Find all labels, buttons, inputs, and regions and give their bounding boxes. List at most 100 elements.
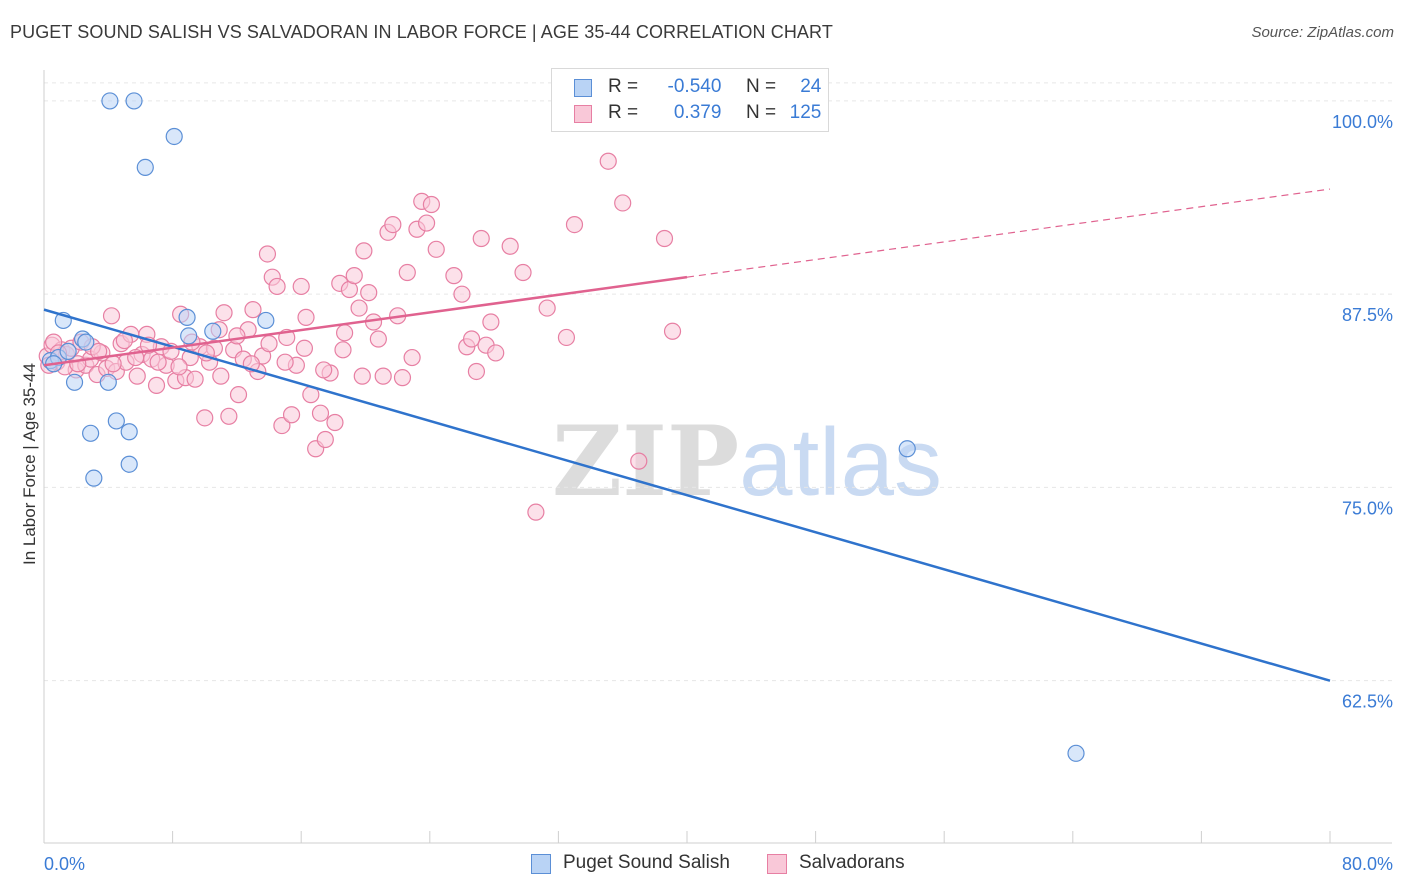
trend-lines [43,188,1331,682]
legend-n-label: N = [745,102,777,123]
salvadoran-point [453,285,471,303]
axes [43,70,1392,844]
salvadoran-point [538,299,556,317]
legend-swatch-blue [574,79,592,97]
legend-r-value: 0.379 [673,102,722,123]
salvadoran-point [467,362,486,381]
salvadoran-point [345,267,363,285]
salvadoran-point [212,367,230,385]
salvadoran-point [630,452,648,470]
salvadoran-point [260,335,278,353]
salvadoran-point [527,503,545,521]
salvadoran-point [244,301,262,319]
salvadoran-point [102,307,121,325]
salvadoran-point [417,214,436,232]
salvadoran-point [326,413,344,432]
salvadoran-point [369,330,387,348]
grid-lines [44,82,1392,682]
salvadoran-point [228,327,246,345]
salvadoran-point [311,404,330,422]
puget-point [101,92,119,110]
puget-point [82,424,100,442]
y-tick-label: 75.0% [1342,498,1393,518]
salvadoran-point [334,341,352,359]
salvadoran-point [557,328,576,347]
salvadoran-point [355,242,373,260]
legend-r-label: R = [608,76,639,97]
salvadoran-point [336,324,354,342]
salvadoran-point [147,376,166,394]
legend-swatch-pink [574,105,592,123]
salvadoran-point [445,267,463,285]
watermark-atlas: atlas [739,409,942,516]
puget-point [1067,744,1085,762]
salvadoran-point [655,229,674,248]
puget-point [898,440,916,458]
x-tick-label-max: 80.0% [1342,854,1393,874]
x-tick-label-min: 0.0% [44,854,85,874]
data-points [38,92,1085,762]
puget-point [85,469,103,487]
salvadoran-point [422,195,441,214]
salvadoran-point [514,263,532,282]
puget-point [136,158,154,176]
y-tick-label: 100.0% [1332,112,1393,132]
salvadoran-point [186,370,204,388]
tick-labels: 62.5% 75.0% 87.5% 100.0% 0.0% 80.0% [44,112,1393,874]
puget-point [257,311,275,330]
bottom-legend-label-salvadoran: Salvadorans [799,852,905,873]
salvadoran-point [292,277,310,296]
y-tick-label: 87.5% [1342,305,1393,325]
puget-trend-line [43,308,1331,682]
puget-point [77,333,95,351]
watermark: ZIPatlas [552,405,942,518]
legend-r-value: -0.540 [667,76,722,97]
salvadoran-point [614,194,632,212]
puget-point [120,455,138,473]
y-axis-label: In Labor Force | Age 35-44 [20,363,39,565]
salvadoran-point [297,308,315,326]
salvadoran-point [482,313,500,331]
salvadoran-point [315,361,333,379]
salvadoran-point [398,263,416,282]
legend-text-puget: R = -0.540 N = 24 [608,76,821,98]
salvadoran-point [90,342,108,360]
legend-n-value: 125 [789,102,822,123]
puget-point [204,322,222,340]
puget-point [178,308,196,326]
salvadoran-point [282,406,301,424]
salvadoran-point [565,216,584,234]
salvadoran-point [220,407,238,425]
salvadoran-point [663,322,682,340]
salvadoran-point [350,299,368,317]
legend-text-salvadoran: R = 0.379 N = 125 [608,102,821,124]
salvadoran-point [599,152,617,170]
puget-point [65,373,84,391]
salvadoran-point [403,348,421,367]
puget-point [180,327,198,345]
salvadoran-point [472,229,490,248]
salvadoran-point [316,430,334,449]
puget-point [59,342,77,360]
legend-n-value: 24 [800,76,822,97]
puget-point [99,373,117,391]
salvadoran-point [276,353,294,371]
salvadoran-point [229,386,248,404]
bottom-swatch-blue [531,854,551,874]
salvadoran-trend-extension [686,188,1331,278]
salvadoran-point [360,284,378,302]
correlation-legend: R = -0.540 N = 24 R = 0.379 N = 125 [551,68,829,132]
salvadoran-point [384,216,402,234]
chart-title: PUGET SOUND SALISH VS SALVADORAN IN LABO… [10,22,833,42]
puget-point [165,127,183,146]
puget-point [125,92,143,110]
puget-point [107,412,125,430]
source-label: Source: ZipAtlas.com [1251,24,1394,41]
salvadoran-point [170,358,188,376]
salvadoran-point [215,304,233,322]
salvadoran-point [273,416,291,435]
salvadoran-point [258,245,277,263]
legend-n-label: N = [745,76,777,97]
y-tick-label: 62.5% [1342,692,1393,712]
